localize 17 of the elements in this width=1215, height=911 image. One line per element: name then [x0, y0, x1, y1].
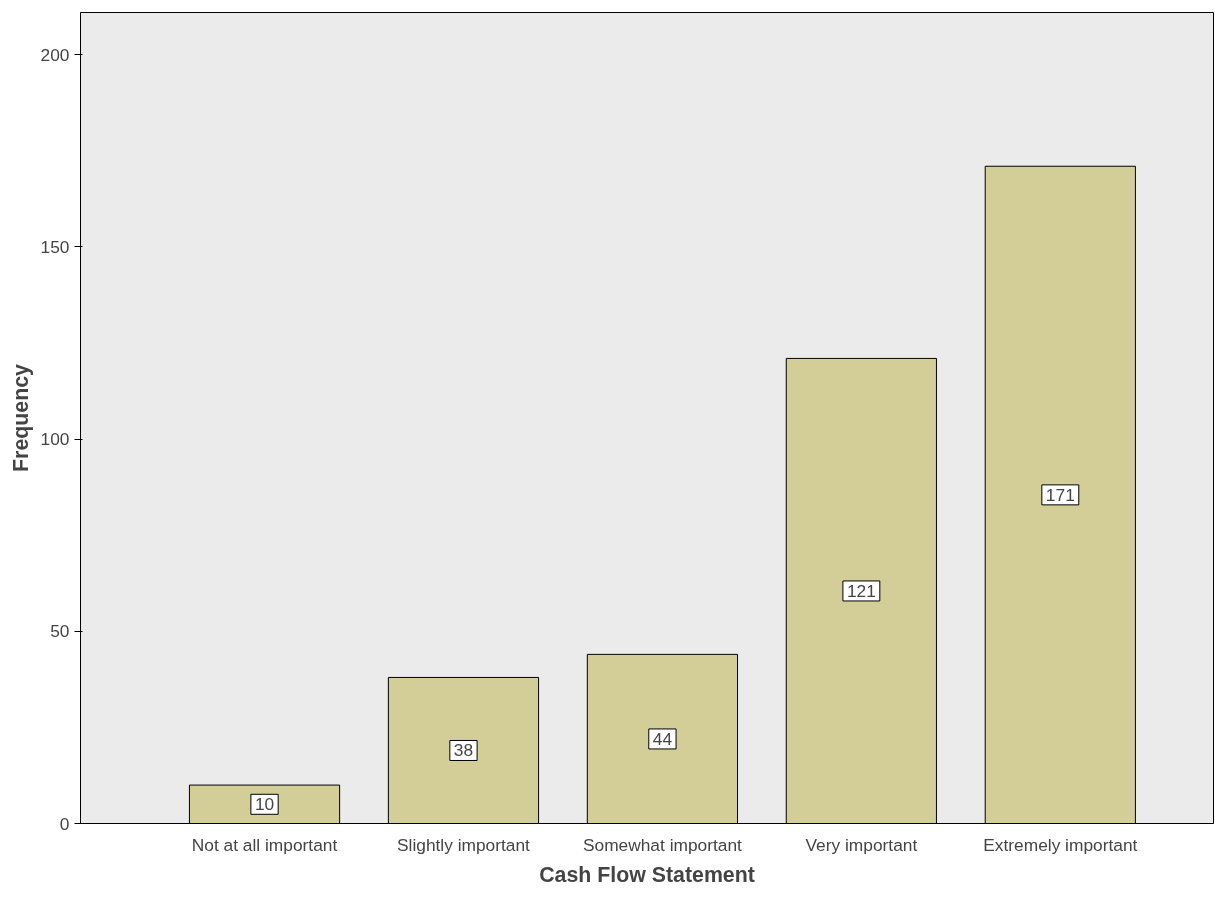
y-axis-title: Frequency — [8, 363, 33, 472]
y-tick-label: 150 — [40, 236, 70, 257]
y-tick-label: 200 — [40, 44, 70, 65]
data-label: 44 — [652, 728, 673, 749]
x-tick-label: Extremely important — [983, 834, 1138, 855]
y-tick-label: 100 — [40, 429, 70, 450]
y-tick-label: 50 — [50, 621, 70, 642]
x-tick-label: Somewhat important — [582, 834, 743, 855]
data-label: 38 — [453, 740, 474, 761]
x-tick-label: Not at all important — [191, 834, 338, 855]
x-tick-label: Slightly important — [397, 834, 531, 855]
data-label: 171 — [1045, 484, 1075, 505]
y-tick-label: 0 — [59, 813, 70, 834]
x-tick-label: Very important — [805, 834, 918, 855]
data-label: 10 — [254, 794, 275, 815]
x-axis-title: Cash Flow Statement — [539, 862, 755, 887]
data-label: 121 — [846, 580, 876, 601]
